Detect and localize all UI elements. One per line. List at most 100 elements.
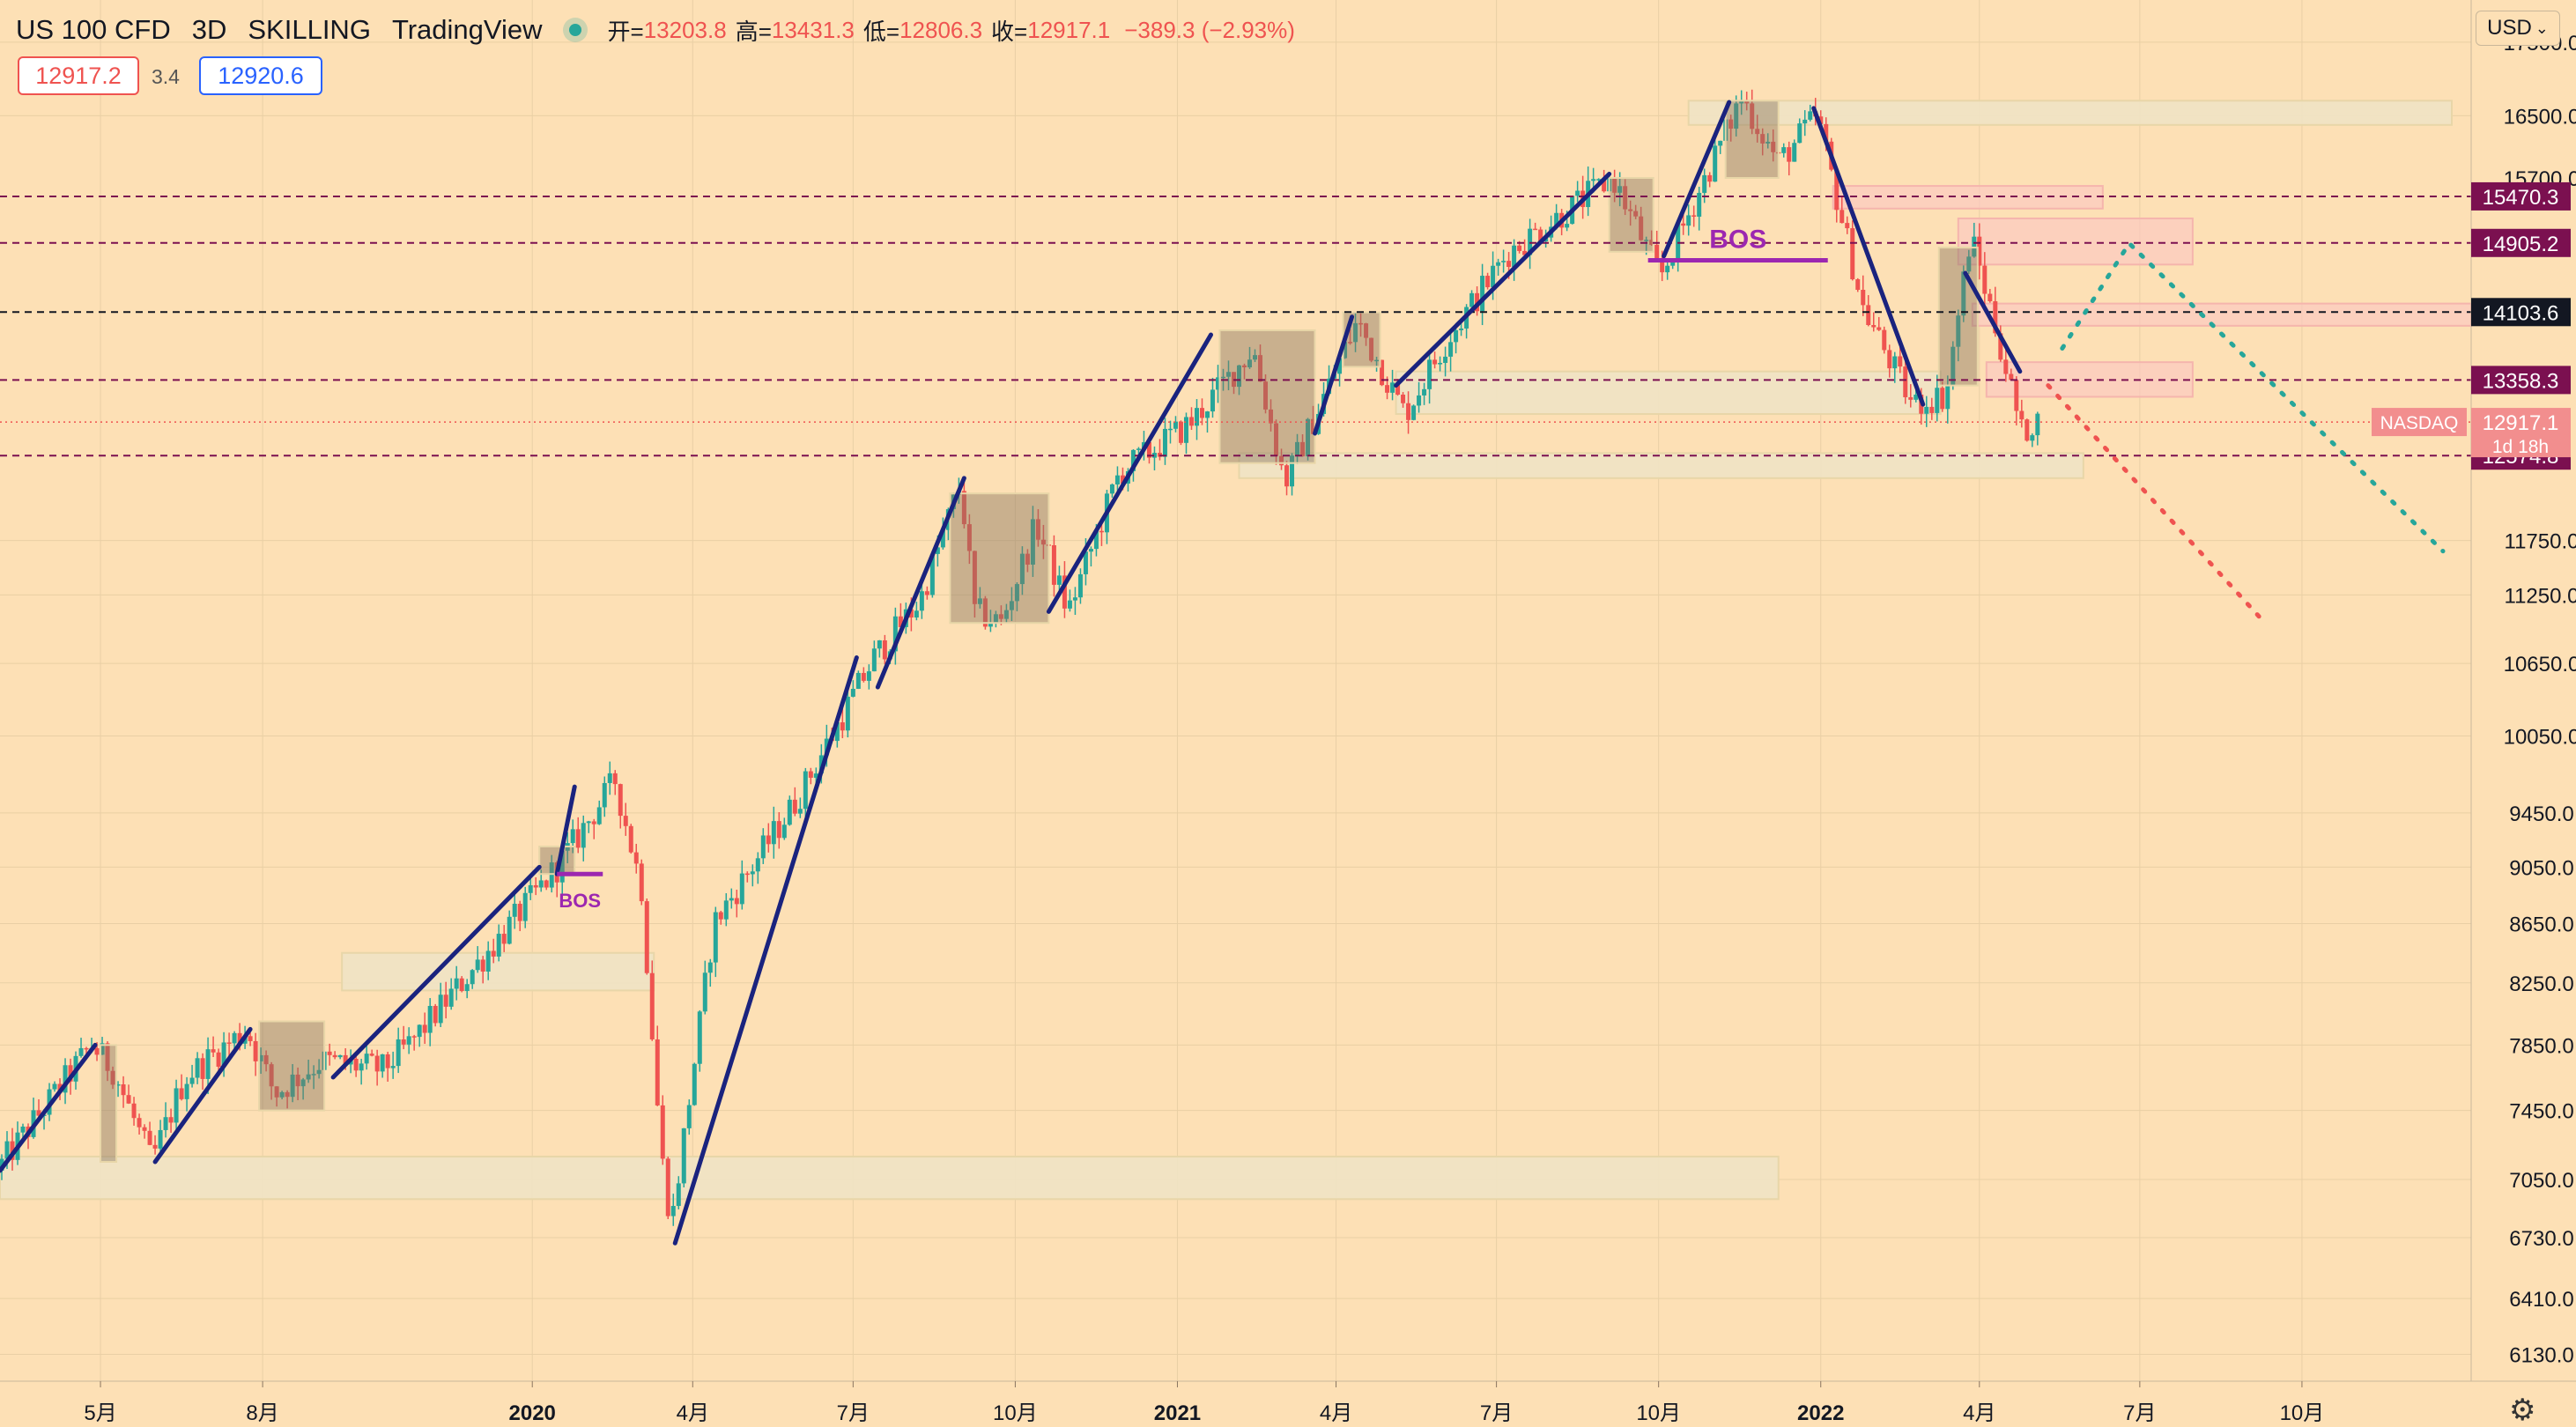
price-axis-tick-label: 9450.0 bbox=[2509, 802, 2573, 826]
candle-up bbox=[417, 1024, 422, 1038]
candle-up bbox=[1644, 240, 1649, 241]
candle-down bbox=[1506, 261, 1512, 267]
candle-down bbox=[1146, 442, 1151, 458]
candle-down bbox=[908, 609, 914, 618]
candle-down bbox=[269, 1064, 274, 1087]
candle-up bbox=[232, 1032, 237, 1044]
candle-up bbox=[1665, 265, 1670, 273]
symbol-name[interactable]: US 100 CFD bbox=[16, 14, 171, 45]
candle-down bbox=[1406, 403, 1411, 420]
candle-down bbox=[480, 959, 485, 972]
candle-up bbox=[1083, 551, 1088, 574]
time-axis-tick-label: 7月 bbox=[2123, 1401, 2156, 1425]
candle-up bbox=[607, 773, 612, 783]
candle-up bbox=[1067, 600, 1072, 609]
candle-down bbox=[1120, 475, 1125, 484]
candle-up bbox=[528, 884, 533, 893]
candle-up bbox=[1151, 453, 1157, 458]
candle-up bbox=[549, 862, 554, 888]
consolidation-box bbox=[949, 492, 1050, 625]
candle-up bbox=[4, 1141, 10, 1159]
candle-down bbox=[718, 912, 723, 920]
level-price-label-box bbox=[2471, 181, 2571, 211]
candle-up bbox=[174, 1088, 179, 1123]
buy-button[interactable]: 12920.6 bbox=[199, 56, 322, 95]
candle-up bbox=[359, 1063, 364, 1071]
candle-up bbox=[559, 850, 565, 883]
candle-up bbox=[464, 984, 470, 992]
candle-down bbox=[840, 722, 845, 731]
candle-up bbox=[787, 799, 792, 825]
candle-down bbox=[1998, 333, 2003, 360]
candle-up bbox=[670, 1206, 676, 1216]
candle-up bbox=[507, 916, 512, 944]
candle-up bbox=[184, 1083, 189, 1099]
candle-down bbox=[591, 821, 596, 824]
candle-down bbox=[1866, 305, 1871, 325]
candle-down bbox=[1178, 421, 1183, 443]
candle-down bbox=[10, 1141, 15, 1160]
trend-line bbox=[1046, 332, 1213, 614]
change-value: −389.3 (−2.93%) bbox=[1124, 16, 1295, 43]
candle-up bbox=[1501, 261, 1506, 262]
candle-up bbox=[1109, 484, 1114, 494]
candle-up bbox=[1765, 141, 1771, 144]
candle-down bbox=[1988, 293, 1993, 301]
nasdaq-tag-box bbox=[2372, 408, 2467, 437]
candle-down bbox=[1628, 209, 1633, 211]
sell-button[interactable]: 12917.2 bbox=[18, 56, 139, 95]
candle-up bbox=[739, 873, 744, 905]
candle-up bbox=[1390, 382, 1395, 393]
candle-up bbox=[100, 1043, 105, 1055]
candle-down bbox=[374, 1055, 380, 1072]
candle-up bbox=[438, 994, 443, 1024]
candle-up bbox=[1204, 411, 1210, 418]
candle-up bbox=[914, 610, 919, 618]
candle-down bbox=[898, 616, 903, 627]
price-axis-tick-label: 7050.0 bbox=[2509, 1169, 2573, 1193]
level-price-label: 13358.3 bbox=[2483, 369, 2559, 393]
consolidation-box bbox=[258, 1020, 326, 1112]
candle-up bbox=[1173, 421, 1178, 429]
candle-down bbox=[1649, 240, 1654, 245]
candle-down bbox=[491, 950, 496, 957]
projection-path-down bbox=[2046, 383, 2268, 625]
candle-down bbox=[1834, 169, 1839, 211]
candle-up bbox=[300, 1079, 306, 1087]
candle-down bbox=[327, 1051, 332, 1055]
candle-up bbox=[1237, 365, 1242, 388]
candle-up bbox=[845, 696, 850, 731]
candle-up bbox=[1077, 573, 1083, 598]
gear-icon[interactable]: ⚙ bbox=[2509, 1394, 2536, 1427]
candle-up bbox=[306, 1074, 311, 1080]
level-price-label-box bbox=[2471, 228, 2571, 257]
candle-up bbox=[1966, 256, 1972, 272]
candle-down bbox=[401, 1039, 406, 1045]
level-price-label: 14103.6 bbox=[2483, 301, 2559, 325]
candle-down bbox=[501, 934, 507, 944]
candle-down bbox=[861, 672, 866, 681]
candle-down bbox=[1982, 265, 1988, 294]
candle-up bbox=[1802, 119, 1808, 124]
candle-up bbox=[1220, 376, 1225, 379]
price-axis-tick-label: 6410.0 bbox=[2509, 1288, 2573, 1312]
candle-down bbox=[216, 1052, 221, 1067]
candle-up bbox=[1411, 405, 1417, 420]
candle-up bbox=[977, 598, 982, 604]
candle-down bbox=[1188, 417, 1194, 426]
candle-down bbox=[1311, 418, 1316, 434]
candle-down bbox=[1369, 337, 1374, 361]
candle-up bbox=[919, 591, 924, 611]
candle-down bbox=[1623, 186, 1628, 210]
candle-down bbox=[1787, 147, 1792, 162]
currency-selector[interactable]: USD ⌄ bbox=[2476, 11, 2560, 46]
last-price-label: 12917.1 bbox=[2483, 411, 2559, 435]
candle-down bbox=[1380, 359, 1385, 386]
candle-up bbox=[1792, 143, 1797, 162]
candle-up bbox=[803, 771, 808, 810]
candle-down bbox=[1887, 350, 1892, 369]
demand-zone bbox=[341, 951, 655, 992]
interval-label[interactable]: 3D bbox=[191, 14, 227, 45]
candle-down bbox=[179, 1088, 184, 1099]
